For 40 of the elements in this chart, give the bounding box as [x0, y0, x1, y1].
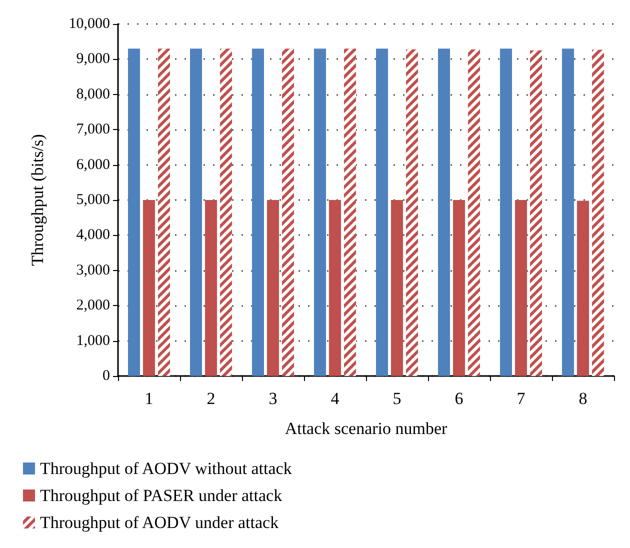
y-tick-label: 1,000	[76, 332, 110, 349]
bar	[252, 48, 264, 376]
bar	[329, 200, 341, 376]
x-tick-label: 3	[268, 389, 278, 408]
y-tick-label: 5,000	[76, 192, 110, 208]
y-tick-label: 0	[102, 368, 110, 384]
bar	[205, 200, 217, 376]
bar	[314, 48, 326, 376]
bar	[438, 48, 450, 376]
legend-label: Throughput of PASER under attack	[40, 486, 283, 505]
bar	[500, 48, 512, 376]
x-tick-label: 2	[206, 389, 216, 408]
bar	[267, 200, 279, 376]
y-tick-label: 4,000	[76, 227, 110, 244]
y-tick-label: 8,000	[76, 86, 110, 102]
bar	[143, 200, 155, 376]
x-tick-label: 6	[454, 389, 464, 408]
x-axis-title: Attack scenario number	[284, 419, 448, 438]
bar	[515, 200, 527, 376]
bar	[128, 48, 140, 376]
y-tick-label: 2,000	[76, 298, 110, 314]
x-tick-label: 8	[578, 389, 588, 408]
bar	[577, 200, 589, 376]
x-tick-label: 4	[330, 389, 340, 408]
bar	[562, 48, 574, 376]
y-tick-label: 6,000	[76, 156, 110, 173]
x-tick-label: 7	[516, 389, 526, 408]
y-tick-label: 3,000	[76, 262, 110, 278]
y-tick-label: 7,000	[76, 122, 110, 138]
bar	[190, 48, 202, 376]
bar	[453, 200, 465, 376]
bar	[391, 200, 403, 376]
x-tick-label: 1	[144, 389, 154, 408]
y-tick-label: 10,000	[68, 16, 110, 32]
legend-label: Throughput of AODV under attack	[40, 513, 280, 532]
y-tick-label: 9,000	[76, 51, 110, 68]
legend-label: Throughput of AODV without attack	[40, 459, 292, 478]
bar	[376, 48, 388, 376]
x-tick-label: 5	[392, 389, 402, 408]
y-axis-title: Throughput (bits/s)	[28, 134, 47, 266]
